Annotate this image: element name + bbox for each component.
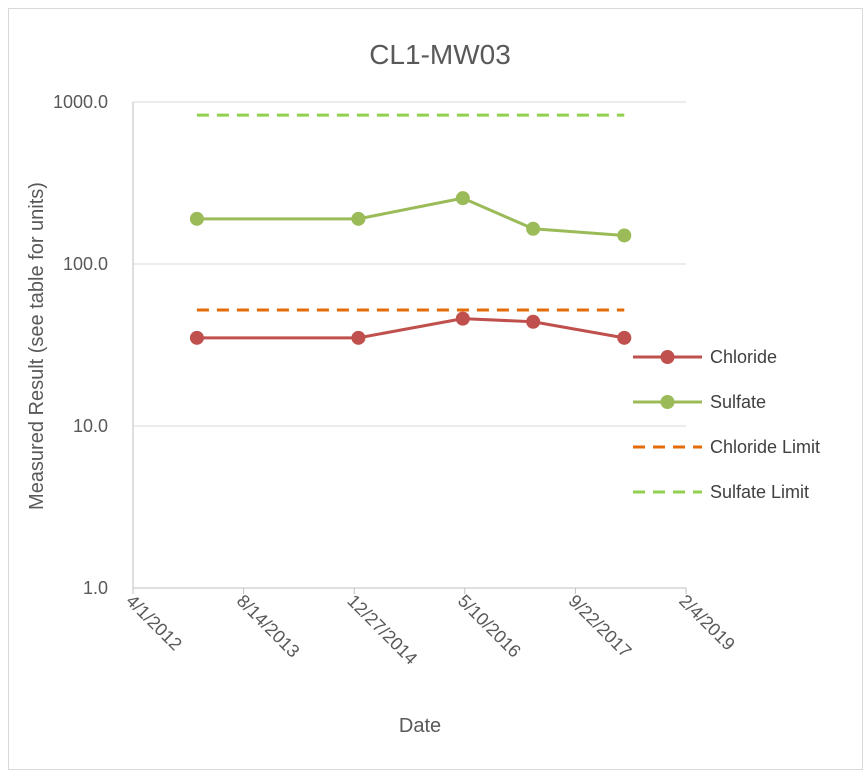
chloride-limit-legend-label: Chloride Limit xyxy=(710,437,820,457)
chloride-legend-label: Chloride xyxy=(710,347,777,367)
chloride-point xyxy=(617,330,632,345)
x-tick-label: 4/1/2012 xyxy=(122,591,186,655)
x-tick-label: 2/4/2019 xyxy=(675,591,739,655)
sulfate-limit-legend-label: Sulfate Limit xyxy=(710,482,809,502)
y-tick-label: 100.0 xyxy=(63,254,108,274)
series-layer xyxy=(189,113,632,345)
chloride-legend-marker xyxy=(660,350,675,364)
chart-frame xyxy=(8,8,863,770)
sulfate-legend-label: Sulfate xyxy=(710,392,766,412)
sulfate-line xyxy=(196,196,625,237)
x-tick-label: 5/10/2016 xyxy=(454,591,525,662)
sulfate-point xyxy=(351,211,366,226)
x-tick-label: 12/27/2014 xyxy=(343,591,421,669)
gridlines xyxy=(133,101,686,427)
chart-title: CL1-MW03 xyxy=(369,39,511,70)
x-tick-label: 8/14/2013 xyxy=(233,591,304,662)
y-tick-label: 1.0 xyxy=(83,578,108,598)
y-axis-title: Measured Result (see table for units) xyxy=(26,182,48,510)
x-tick-label: 9/22/2017 xyxy=(565,591,636,662)
chloride-line xyxy=(196,317,625,340)
chloride-point xyxy=(351,330,366,345)
sulfate-point xyxy=(617,228,632,243)
legend: Chloride Sulfate Chloride Limit Sulfate Lim… xyxy=(633,347,820,502)
sulfate-point xyxy=(455,191,470,206)
sulfate-point xyxy=(189,211,204,226)
x-axis-title: Date xyxy=(399,715,441,737)
chloride-point xyxy=(526,314,541,329)
sulfate-legend-marker xyxy=(660,395,675,409)
chloride-point xyxy=(189,330,204,345)
axes: 1.0 10.0 100.0 1000.0 4/1/2012 8/14/2013 12/27… xyxy=(53,92,739,669)
y-tick-label: 1000.0 xyxy=(53,92,108,112)
chloride-point xyxy=(455,311,470,326)
y-tick-label: 10.0 xyxy=(73,416,108,436)
sulfate-point xyxy=(526,221,541,236)
